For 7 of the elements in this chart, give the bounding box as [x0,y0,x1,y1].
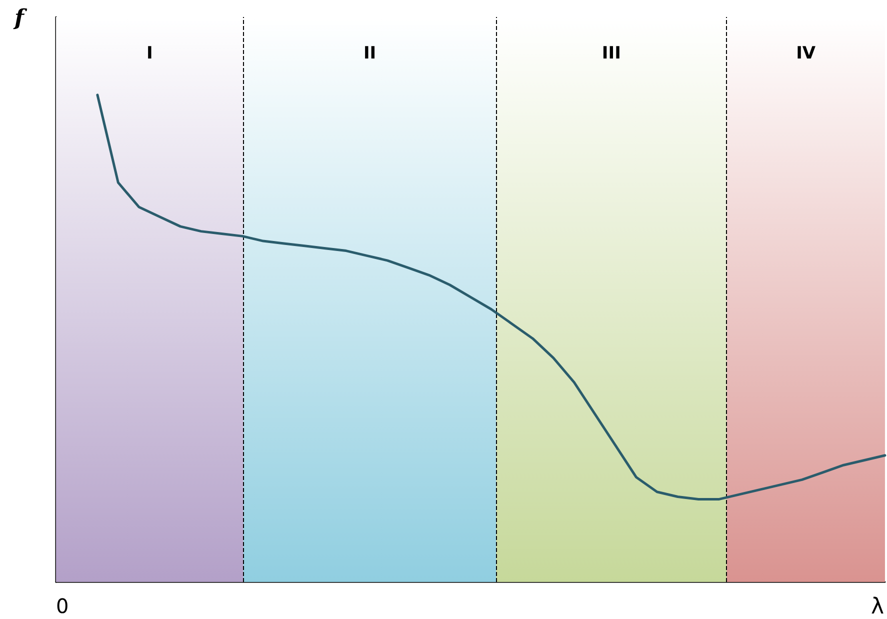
text: III [602,44,621,64]
text: I [146,44,153,64]
text: II [363,44,376,64]
text: IV [796,44,816,64]
y-axis-title: f [12,5,28,31]
x-axis-title: λ [870,594,884,619]
text: 0 [56,594,69,618]
